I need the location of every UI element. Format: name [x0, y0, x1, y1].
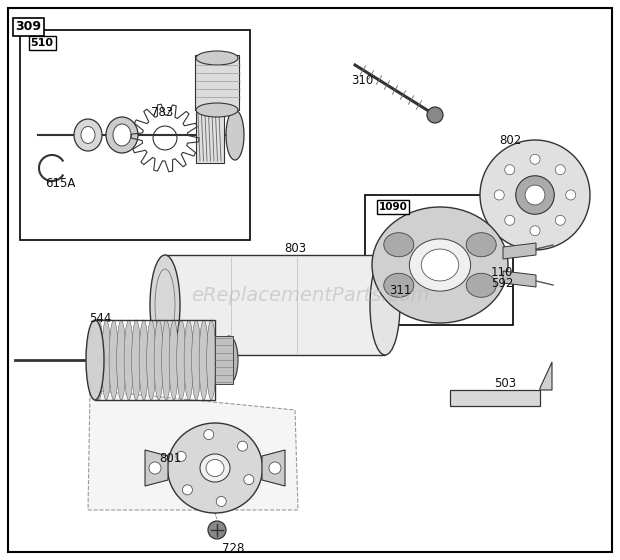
Bar: [215, 336, 233, 384]
Text: 310: 310: [351, 73, 373, 86]
Circle shape: [244, 475, 254, 484]
Text: 803: 803: [284, 241, 306, 254]
Text: 311: 311: [389, 283, 411, 296]
Text: eReplacementParts.com: eReplacementParts.com: [191, 286, 429, 305]
Text: 510: 510: [30, 38, 53, 48]
Ellipse shape: [162, 320, 171, 400]
Text: 728: 728: [222, 542, 244, 554]
Circle shape: [494, 190, 504, 200]
Circle shape: [525, 185, 545, 205]
Circle shape: [480, 140, 590, 250]
Text: 309: 309: [15, 20, 41, 33]
Circle shape: [176, 451, 186, 461]
Ellipse shape: [139, 320, 148, 400]
Ellipse shape: [370, 255, 400, 355]
Circle shape: [530, 226, 540, 236]
Ellipse shape: [422, 249, 459, 281]
Ellipse shape: [372, 207, 508, 323]
Ellipse shape: [196, 51, 238, 65]
Ellipse shape: [74, 119, 102, 151]
Text: 783: 783: [151, 105, 173, 119]
Bar: [196, 112, 224, 163]
Circle shape: [556, 215, 565, 225]
Ellipse shape: [131, 320, 141, 400]
Circle shape: [565, 190, 576, 200]
Ellipse shape: [226, 110, 244, 160]
Circle shape: [216, 497, 226, 506]
Ellipse shape: [150, 255, 180, 355]
Text: 801: 801: [159, 451, 181, 464]
Polygon shape: [503, 271, 536, 287]
Circle shape: [427, 107, 443, 123]
Ellipse shape: [102, 320, 111, 400]
Text: 615A: 615A: [45, 176, 75, 189]
Ellipse shape: [220, 336, 238, 384]
Ellipse shape: [184, 320, 193, 400]
Ellipse shape: [192, 320, 201, 400]
Ellipse shape: [409, 239, 471, 291]
Ellipse shape: [167, 423, 262, 513]
Text: 592: 592: [491, 277, 513, 290]
Ellipse shape: [117, 320, 126, 400]
Ellipse shape: [169, 320, 179, 400]
Circle shape: [149, 462, 161, 474]
Circle shape: [208, 521, 226, 539]
Text: 110: 110: [491, 265, 513, 278]
Ellipse shape: [206, 320, 216, 400]
Circle shape: [505, 215, 515, 225]
Ellipse shape: [196, 103, 238, 117]
Circle shape: [505, 165, 515, 175]
Ellipse shape: [124, 320, 133, 400]
Polygon shape: [145, 450, 168, 486]
Circle shape: [530, 154, 540, 164]
Circle shape: [269, 462, 281, 474]
Ellipse shape: [109, 320, 118, 400]
Ellipse shape: [147, 320, 156, 400]
Text: 1090: 1090: [379, 202, 407, 212]
Ellipse shape: [466, 273, 496, 297]
Ellipse shape: [384, 273, 414, 297]
Ellipse shape: [199, 320, 208, 400]
Ellipse shape: [384, 233, 414, 256]
Circle shape: [516, 176, 554, 214]
Ellipse shape: [113, 124, 131, 146]
Circle shape: [237, 441, 247, 451]
Bar: [365, 195, 513, 325]
Ellipse shape: [466, 233, 496, 256]
Bar: [165, 255, 385, 355]
Circle shape: [182, 485, 192, 495]
Bar: [20, 30, 250, 240]
Polygon shape: [88, 390, 298, 510]
Ellipse shape: [106, 117, 138, 153]
Ellipse shape: [86, 320, 104, 400]
Text: 802: 802: [499, 133, 521, 147]
Circle shape: [556, 165, 565, 175]
Ellipse shape: [200, 454, 230, 482]
Ellipse shape: [94, 320, 104, 400]
Ellipse shape: [177, 320, 186, 400]
Bar: [195, 55, 239, 110]
Text: 544: 544: [89, 311, 111, 324]
Text: 503: 503: [494, 376, 516, 390]
Bar: [95, 320, 215, 400]
Polygon shape: [540, 362, 552, 390]
Ellipse shape: [206, 460, 224, 477]
Polygon shape: [262, 450, 285, 486]
Circle shape: [204, 430, 214, 440]
Ellipse shape: [154, 320, 163, 400]
Polygon shape: [503, 243, 536, 259]
Bar: [450, 390, 540, 406]
Ellipse shape: [81, 127, 95, 143]
